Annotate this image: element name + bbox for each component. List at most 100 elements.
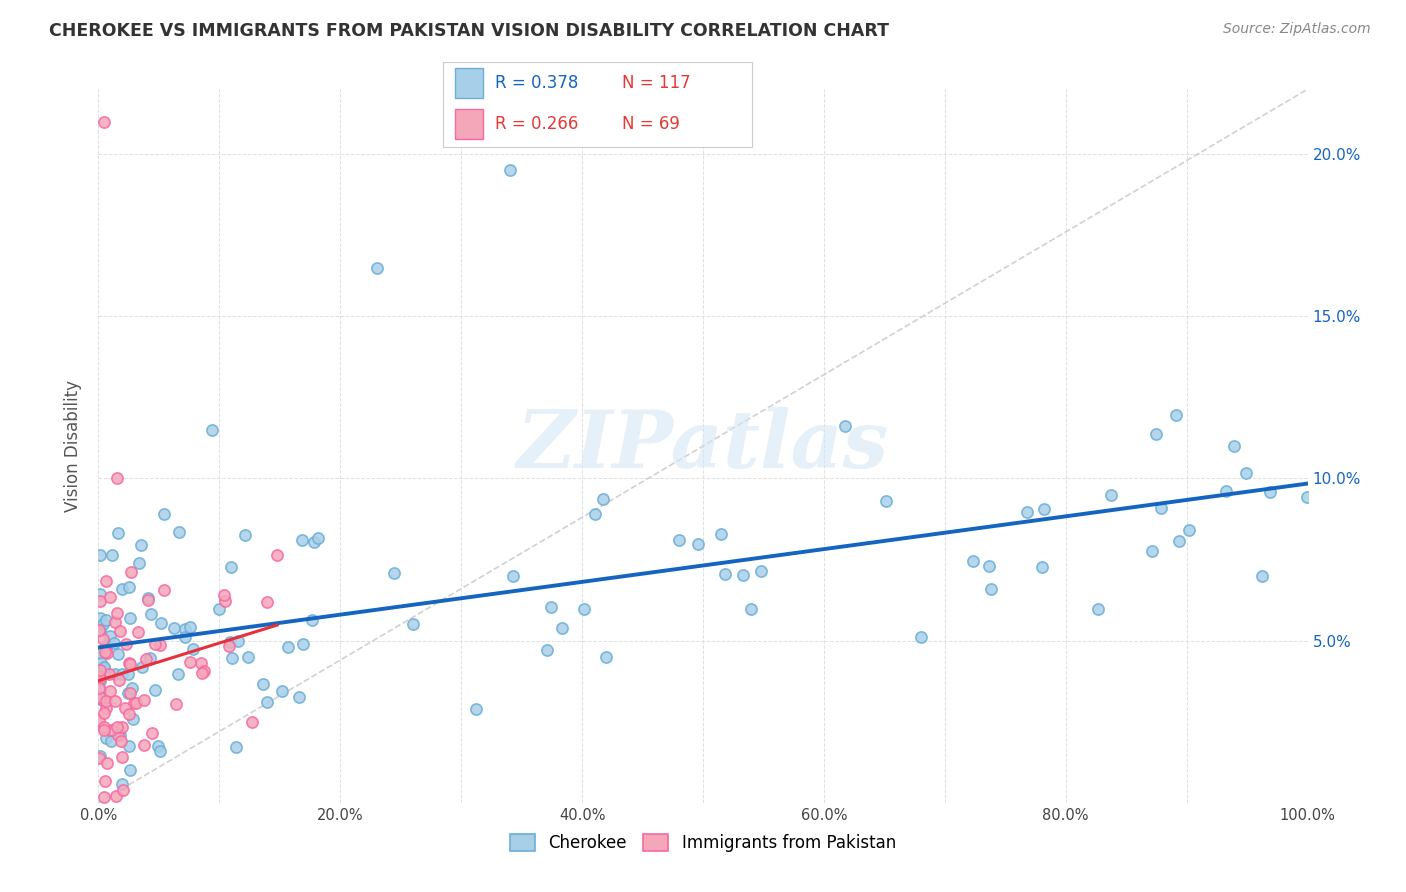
Point bbox=[138, 650, 160, 665]
Point bbox=[256, 595, 278, 609]
Point bbox=[117, 686, 139, 700]
Point bbox=[595, 650, 617, 665]
Point bbox=[98, 629, 121, 643]
Point bbox=[153, 507, 176, 521]
Point bbox=[219, 560, 242, 574]
Point bbox=[181, 642, 204, 657]
Point bbox=[1099, 488, 1122, 502]
Point bbox=[122, 696, 145, 710]
Point bbox=[910, 631, 932, 645]
Point bbox=[141, 607, 163, 621]
Point bbox=[143, 637, 166, 651]
Point bbox=[384, 566, 406, 580]
Point bbox=[688, 537, 710, 551]
Text: Source: ZipAtlas.com: Source: ZipAtlas.com bbox=[1223, 22, 1371, 37]
Point bbox=[96, 574, 118, 589]
Point bbox=[149, 744, 172, 758]
Point bbox=[93, 694, 115, 708]
Point bbox=[118, 707, 141, 722]
Point bbox=[128, 556, 150, 570]
Point bbox=[1142, 544, 1164, 558]
Point bbox=[101, 549, 124, 563]
Text: N = 69: N = 69 bbox=[623, 115, 681, 133]
Point bbox=[107, 647, 129, 661]
Point bbox=[131, 660, 153, 674]
Point bbox=[89, 672, 111, 686]
Point bbox=[219, 635, 242, 649]
Text: CHEROKEE VS IMMIGRANTS FROM PAKISTAN VISION DISABILITY CORRELATION CHART: CHEROKEE VS IMMIGRANTS FROM PAKISTAN VIS… bbox=[49, 22, 889, 40]
Point bbox=[89, 593, 111, 607]
Point bbox=[218, 639, 240, 653]
Point bbox=[271, 684, 294, 698]
Point bbox=[291, 533, 314, 547]
Point bbox=[179, 620, 201, 634]
Point bbox=[1087, 602, 1109, 616]
Point bbox=[583, 507, 606, 521]
Point bbox=[167, 524, 190, 539]
Point bbox=[98, 684, 121, 698]
Point bbox=[208, 601, 231, 615]
Point bbox=[136, 593, 159, 607]
Point bbox=[301, 613, 323, 627]
Point bbox=[136, 591, 159, 605]
Point bbox=[93, 723, 115, 738]
Point bbox=[118, 580, 141, 594]
Point bbox=[93, 789, 115, 804]
Point bbox=[111, 582, 134, 597]
Point bbox=[212, 588, 235, 602]
Point bbox=[107, 728, 129, 742]
Point bbox=[91, 616, 114, 631]
Point bbox=[149, 638, 172, 652]
Point bbox=[1164, 408, 1187, 422]
Point bbox=[1215, 483, 1237, 498]
Point bbox=[118, 686, 141, 700]
Text: ZIPatlas: ZIPatlas bbox=[517, 408, 889, 484]
Point bbox=[91, 632, 114, 647]
Point bbox=[105, 471, 128, 485]
Point bbox=[266, 548, 288, 562]
Point bbox=[100, 734, 122, 748]
Point bbox=[163, 621, 186, 635]
Point bbox=[834, 418, 856, 433]
Point bbox=[143, 683, 166, 698]
Point bbox=[402, 617, 425, 632]
Point bbox=[96, 638, 118, 652]
Point bbox=[307, 531, 329, 545]
Point bbox=[291, 637, 314, 651]
Point bbox=[536, 642, 558, 657]
Point bbox=[96, 701, 118, 715]
Point bbox=[1168, 534, 1191, 549]
Point bbox=[1150, 500, 1173, 515]
Point bbox=[107, 525, 129, 540]
Point bbox=[1015, 505, 1038, 519]
Point bbox=[233, 528, 256, 542]
Point bbox=[979, 559, 1001, 574]
Point bbox=[110, 729, 132, 743]
Point bbox=[87, 750, 110, 764]
Point bbox=[751, 565, 773, 579]
Point bbox=[111, 720, 134, 734]
Point bbox=[94, 613, 117, 627]
Point bbox=[1223, 439, 1246, 453]
FancyBboxPatch shape bbox=[456, 69, 484, 98]
Point bbox=[89, 587, 111, 601]
Point bbox=[714, 566, 737, 581]
Point bbox=[179, 656, 201, 670]
Point bbox=[240, 714, 263, 729]
Point bbox=[118, 611, 141, 625]
Point bbox=[962, 554, 984, 568]
Point bbox=[94, 645, 117, 659]
Point bbox=[366, 260, 388, 275]
Point bbox=[87, 623, 110, 637]
Point bbox=[141, 726, 163, 740]
FancyBboxPatch shape bbox=[456, 109, 484, 139]
Point bbox=[93, 660, 115, 674]
Point bbox=[98, 590, 121, 604]
Point bbox=[121, 681, 143, 695]
Point bbox=[174, 622, 197, 636]
Point bbox=[167, 667, 190, 681]
Point bbox=[191, 666, 214, 681]
Point bbox=[740, 602, 762, 616]
Point bbox=[238, 649, 260, 664]
Point bbox=[89, 644, 111, 658]
